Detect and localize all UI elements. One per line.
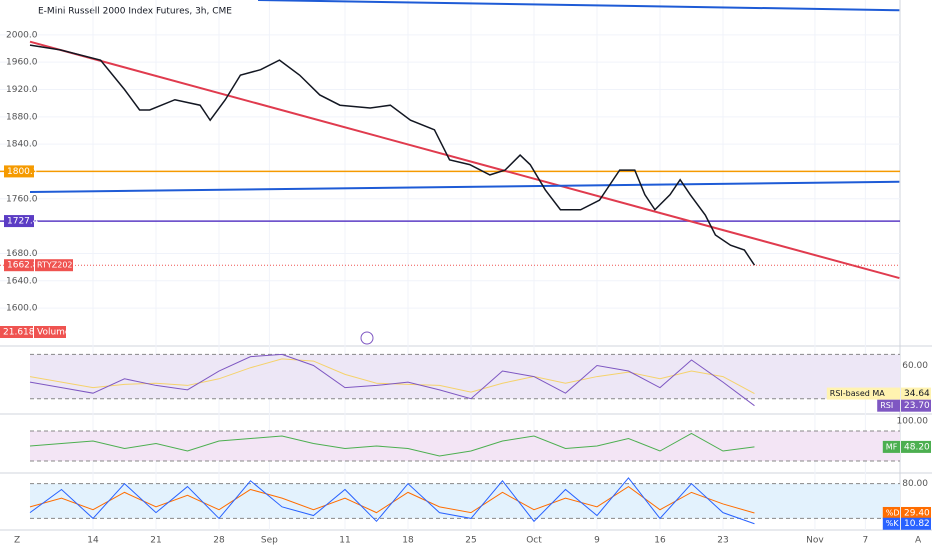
y-tick-label: 1600.0 [6,304,38,314]
x-tick-label: 21 [150,536,161,546]
level-tag [4,165,34,178]
x-tick-label: Oct [526,536,542,546]
price-line [29,44,756,266]
indicator-value: 34.64 [904,389,930,399]
last-price-label: 1662.8 [7,261,39,271]
trend-line [258,0,900,12]
indicator-value: 23.70 [904,401,930,411]
indicator-value: 10.82 [904,519,930,529]
x-tick-label: Sep [261,536,278,546]
panel-tick-label: 80.00 [902,479,928,489]
x-tick-label: 7 [862,536,868,546]
band-fill [30,483,900,519]
x-tick-label: 25 [465,536,476,546]
tz-icon[interactable]: Z [14,536,20,546]
x-tick-label: 23 [717,536,728,546]
indicator-line [29,477,755,525]
symbol-tag [35,259,73,272]
indicator-value-tag [901,440,931,453]
chart-title: E-Mini Russell 2000 Index Futures, 3h, C… [38,7,232,17]
x-tick-label: 9 [594,536,600,546]
y-tick-label: 1680.0 [6,249,38,259]
x-tick-label: 14 [87,536,99,546]
level-label: 1727.4 [7,217,39,227]
indicator-value-tag [901,506,931,519]
y-tick-label: 1760.0 [6,194,38,204]
indicator-name: MF [886,442,898,451]
y-tick-label: 1840.0 [6,140,38,150]
volume-tag: 21.618K Volume [0,326,71,338]
indicator-name-tag [882,440,900,453]
indicator-name: %K [886,519,900,528]
y-tick-label: 2000.0 [6,30,38,40]
band-fill [30,354,900,399]
x-tick-label: Nov [806,536,824,546]
volume-label: Volume [37,328,71,338]
x-tick-label: 11 [339,536,350,546]
last-price-tag [4,259,34,272]
indicator-value: 48.20 [904,442,930,452]
indicator-name: RSI-based MA [830,389,885,398]
y-tick-label: 1880.0 [6,112,38,122]
indicator-value: 29.40 [904,508,930,518]
indicator-name: RSI [880,401,893,410]
level-tag [4,215,34,228]
volume-label-bg [34,326,66,338]
indicator-name-tag [882,506,900,519]
panel-tick-label: 100.00 [897,417,929,427]
indicator-name: %D [886,508,900,517]
indicator-value-tag [901,399,931,412]
level-label: 1800.1 [7,167,39,177]
y-tick-label: 1640.0 [6,276,38,286]
volume-value-bg [0,326,33,338]
trend-line [29,180,900,193]
indicator-name-tag [826,387,900,400]
indicator-value-tag [901,517,931,530]
panel-tick-label: 60.00 [902,361,928,371]
symbol-label: RTYZ2023 [37,261,78,270]
x-tick-label: 18 [402,536,414,546]
volume-value: 21.618K [3,328,41,338]
y-tick-label: 1920.0 [6,85,38,95]
indicator-value-tag [901,387,931,400]
x-tick-label: 28 [213,536,225,546]
trend-line [29,40,900,280]
indicator-name-tag [882,517,900,530]
indicator-name-tag [877,399,900,412]
indicator-line [29,432,755,457]
go-to-icon[interactable] [360,331,374,345]
indicator-line [29,353,755,407]
auto-icon[interactable]: A [915,536,922,546]
y-tick-label: 1960.0 [6,58,38,68]
band-fill [30,431,900,461]
x-tick-label: 16 [654,536,666,546]
